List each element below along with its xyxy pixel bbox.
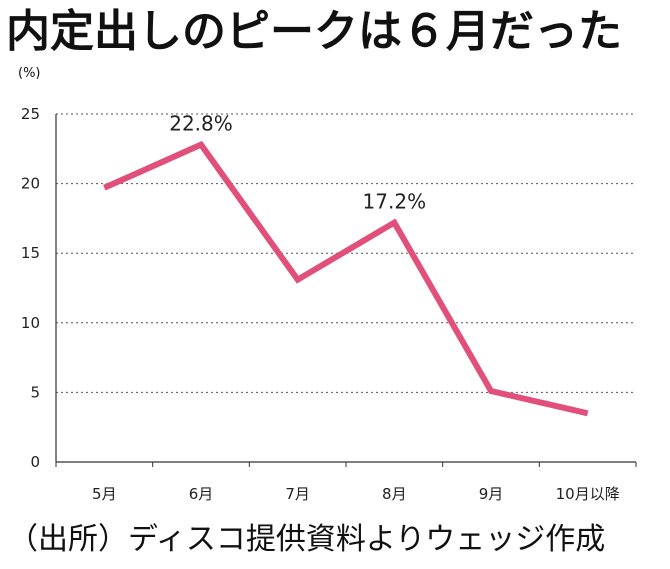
series-lines [103, 140, 589, 417]
y-axis-unit-label: (%) [18, 66, 41, 81]
x-tick-label: 10月以降 [556, 485, 620, 503]
data-labels: 22.8% 17.2% [169, 112, 426, 214]
y-tick-label: 10 [21, 314, 40, 332]
y-tick-label: 5 [30, 383, 40, 401]
data-label: 17.2% [363, 190, 427, 214]
chart-title: 内定出しのピークは６月だった [6, 6, 622, 57]
y-tick-labels: 0 5 10 15 20 25 [21, 105, 40, 471]
x-tick-label: 9月 [479, 485, 504, 503]
y-tick-label: 15 [21, 244, 40, 262]
axes [55, 114, 637, 467]
x-tick-label: 6月 [189, 485, 214, 503]
x-tick-label: 7月 [285, 485, 310, 503]
series-line [103, 140, 589, 417]
y-tick-label: 20 [21, 175, 40, 193]
x-tick-label: 8月 [382, 485, 407, 503]
x-tick-labels: 5月 6月 7月 8月 9月 10月以降 [92, 485, 620, 503]
source-note: （出所）ディスコ提供資料よりウェッジ作成 [8, 522, 606, 557]
x-tick-label: 5月 [92, 485, 117, 503]
y-tick-label: 25 [21, 105, 40, 123]
data-label: 22.8% [169, 112, 233, 136]
y-tick-label: 0 [30, 453, 40, 471]
